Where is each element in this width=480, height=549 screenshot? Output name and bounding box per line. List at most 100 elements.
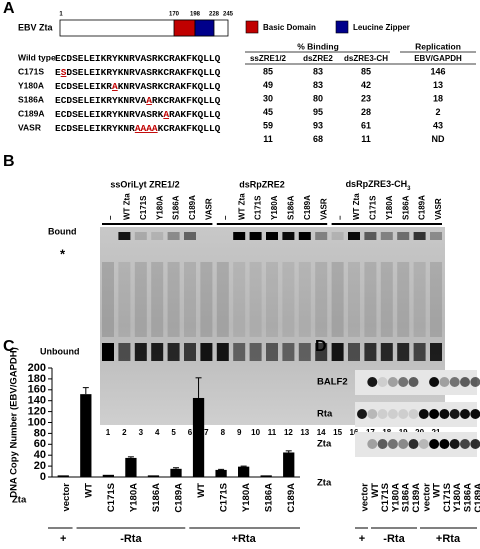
blot-band: [398, 409, 409, 419]
table-cell: ND: [432, 134, 445, 144]
blot-band: [387, 409, 398, 419]
probe-text: dsRpZRE3-CH: [346, 179, 408, 189]
sequence-part: S: [61, 67, 67, 78]
sequence-part: DSELEIKRYKNRVASRKCRAKFKQLLQ: [66, 67, 220, 78]
x-tick-label: vector: [61, 483, 72, 512]
blot-band: [408, 409, 419, 419]
sequence: ECDSELEIKRYKNRAAAAKCRAKFKQLLQ: [55, 123, 221, 134]
blot-lane-label: Y180A: [390, 483, 401, 512]
smear: [118, 262, 131, 337]
blot-band: [377, 409, 388, 419]
position-label: 170: [169, 12, 180, 18]
blot-band: [398, 377, 409, 387]
column-header: dsZRE2: [303, 54, 333, 63]
blot-band: [449, 439, 460, 449]
smear: [233, 262, 246, 337]
unbound-band: [331, 343, 344, 361]
y-tick-label: 140: [28, 395, 46, 407]
x-tick-label: Y180A: [128, 483, 139, 512]
blot-band: [408, 439, 419, 449]
legend-label: Basic Domain: [263, 23, 316, 32]
smear: [184, 262, 196, 337]
blot-lane-title: Zta: [317, 478, 332, 489]
group-label: +: [359, 533, 365, 545]
bound-band: [397, 232, 410, 240]
lane-number: 6: [188, 428, 193, 437]
lane-number: 4: [155, 428, 160, 437]
sequence: ECDSELEIKRYKNRVAARKCRAKFKQLLQ: [55, 95, 221, 106]
column-header: ssZRE1/2: [250, 54, 287, 63]
lane-label: –: [336, 215, 345, 220]
y-tick-label: 40: [34, 449, 46, 461]
mutant-name: Wild type: [18, 52, 56, 62]
lane-label: VASR: [205, 198, 214, 220]
blot-band: [357, 409, 367, 419]
sequence: ESDSELEIKRYKNRVASRKCRAKFKQLLQ: [55, 67, 221, 78]
probe-label: dsRpZRE3-CH3: [346, 179, 412, 191]
blot-band: [460, 439, 470, 449]
blot-lane-label: C171S: [380, 483, 391, 512]
unbound-band: [266, 343, 278, 361]
bar: [238, 466, 250, 477]
mutant-name: C189A: [18, 108, 44, 118]
x-axis-title: Zta: [12, 495, 27, 506]
lane-number: 7: [204, 428, 209, 437]
table-cell: 61: [361, 120, 371, 130]
lane-label: WT Zta: [123, 193, 132, 220]
unbound-band: [167, 343, 180, 361]
bar: [147, 475, 160, 477]
bound-band: [364, 232, 377, 240]
legend-swatch: [335, 20, 349, 34]
table-cell: 80: [313, 93, 323, 103]
lane-label: VASR: [319, 198, 328, 220]
lane-label: C189A: [188, 195, 197, 220]
table-cell: 2: [435, 107, 440, 117]
unbound-band: [102, 343, 114, 361]
lane-label: –: [221, 215, 230, 220]
panel-label: A: [3, 0, 15, 17]
lane-number: 2: [122, 428, 127, 437]
smear: [315, 262, 328, 337]
smear: [134, 262, 147, 337]
blot-row-label: Zta: [317, 439, 332, 450]
blot-band: [398, 439, 409, 449]
bound-band: [282, 232, 295, 240]
sequence-part: A: [146, 95, 152, 106]
basic-domain: [173, 19, 196, 37]
x-tick-label: WT: [196, 483, 207, 498]
mutant-name: Y180A: [18, 80, 44, 90]
smear: [282, 262, 295, 337]
mutant-name: C171S: [18, 66, 44, 76]
x-tick-label: C171S: [219, 483, 230, 512]
lane-number: 10: [251, 428, 260, 437]
unbound-band: [430, 343, 442, 361]
lane-number: 9: [237, 428, 242, 437]
blot-band: [460, 377, 470, 387]
bar: [215, 469, 227, 477]
table-cell: 85: [361, 66, 371, 76]
table-cell: 83: [313, 66, 323, 76]
unbound-band: [315, 343, 328, 361]
mutant-name: VASR: [18, 122, 41, 132]
leucine-zipper: [194, 19, 215, 37]
lane-label: C171S: [254, 195, 263, 220]
sequence-part: ECDSELEIKRYKNRVA: [55, 95, 147, 106]
x-tick-label: Y180A: [241, 483, 252, 512]
sequence-part: A: [112, 81, 118, 92]
lane-label: WT Zta: [237, 193, 246, 220]
legend-label: Leucine Zipper: [353, 23, 410, 32]
blot-band: [418, 409, 429, 419]
blot-band: [377, 439, 388, 449]
smear: [249, 262, 262, 337]
bound-band: [184, 232, 196, 240]
x-tick-label: C171S: [106, 483, 117, 512]
blot-band: [470, 409, 480, 419]
sequence: ECDSELEIKRYKNRVASRKCRAKFKQLLQ: [55, 53, 221, 64]
smear: [216, 262, 229, 337]
lane-number: 15: [333, 428, 342, 437]
lane-label: S186A: [172, 195, 181, 220]
sequence: ECDSELEIKRAKNRVASRKCRAKFKQLLQ: [55, 81, 221, 92]
sequence-part: ECDSELEIKRYKNRVASRKCRAKFKQLLQ: [55, 53, 221, 64]
blot-band: [429, 409, 440, 419]
probe-label: dsRpZRE2: [239, 179, 285, 189]
